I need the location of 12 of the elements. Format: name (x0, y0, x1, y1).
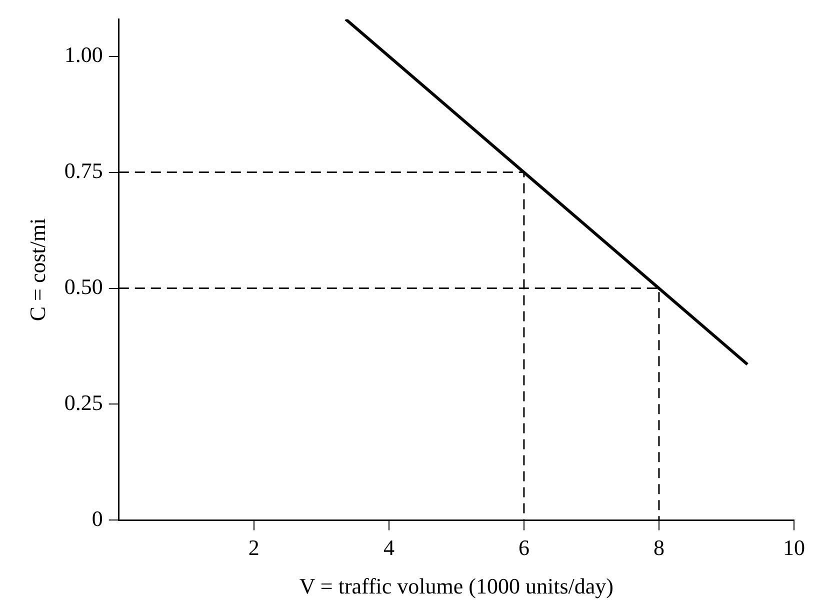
x-tick-label: 2 (248, 535, 260, 560)
x-axis-title: V = traffic volume (1000 units/day) (299, 574, 614, 599)
y-axis-title: C = cost/mi (24, 218, 50, 322)
x-tick-label: 10 (783, 535, 805, 560)
y-tick-label: 0 (92, 506, 103, 531)
y-tick-label: 0.25 (64, 390, 103, 416)
x-tick-label: 8 (653, 535, 664, 560)
y-tick-label: 0.75 (64, 158, 103, 184)
x-tick-label: 6 (518, 535, 530, 560)
y-tick-label: 0.50 (64, 274, 103, 300)
x-tick-label: 4 (383, 535, 394, 560)
y-tick-label: 1.00 (64, 42, 103, 68)
